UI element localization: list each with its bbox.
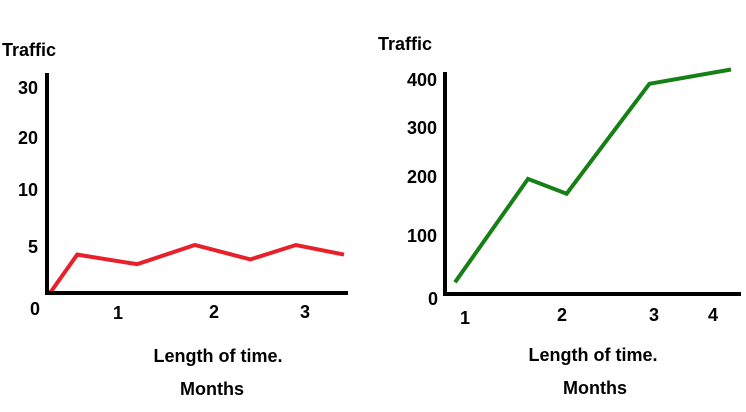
- left-y-tick-5: 5: [28, 237, 38, 257]
- right-x-axis-label: Length of time.: [529, 345, 658, 365]
- right-y-tick-200: 200: [407, 167, 437, 187]
- left-series-line: [48, 242, 345, 295]
- left-x-axis-label: Length of time.: [154, 346, 283, 366]
- chart-left: Traffic 30 20 10 5 0 1 2 3 Length of tim…: [2, 40, 348, 399]
- right-y-tick-400: 400: [407, 70, 437, 90]
- chart-right: Traffic 400 300 200 100 0 1 2 3 4 Length…: [378, 34, 741, 398]
- left-x-tick-1: 1: [113, 303, 123, 323]
- left-y-tick-10: 10: [18, 180, 38, 200]
- right-series-line: [453, 67, 732, 284]
- left-y-axis-label: Traffic: [2, 40, 56, 60]
- right-y-tick-100: 100: [407, 226, 437, 246]
- right-x-tick-1: 1: [460, 308, 470, 328]
- right-x-tick-3: 3: [649, 305, 659, 325]
- left-x-axis-unit: Months: [180, 379, 244, 399]
- right-x-axis-unit: Months: [563, 378, 627, 398]
- left-x-tick-2: 2: [209, 302, 219, 322]
- right-x-tick-4: 4: [708, 305, 718, 325]
- left-x-tick-3: 3: [300, 302, 310, 322]
- left-y-tick-20: 20: [18, 128, 38, 148]
- left-y-tick-30: 30: [18, 78, 38, 98]
- right-y-tick-300: 300: [407, 118, 437, 138]
- left-origin-label: 0: [30, 299, 40, 319]
- right-x-tick-2: 2: [557, 305, 567, 325]
- right-y-axis-label: Traffic: [378, 34, 432, 54]
- right-origin-label: 0: [428, 289, 438, 309]
